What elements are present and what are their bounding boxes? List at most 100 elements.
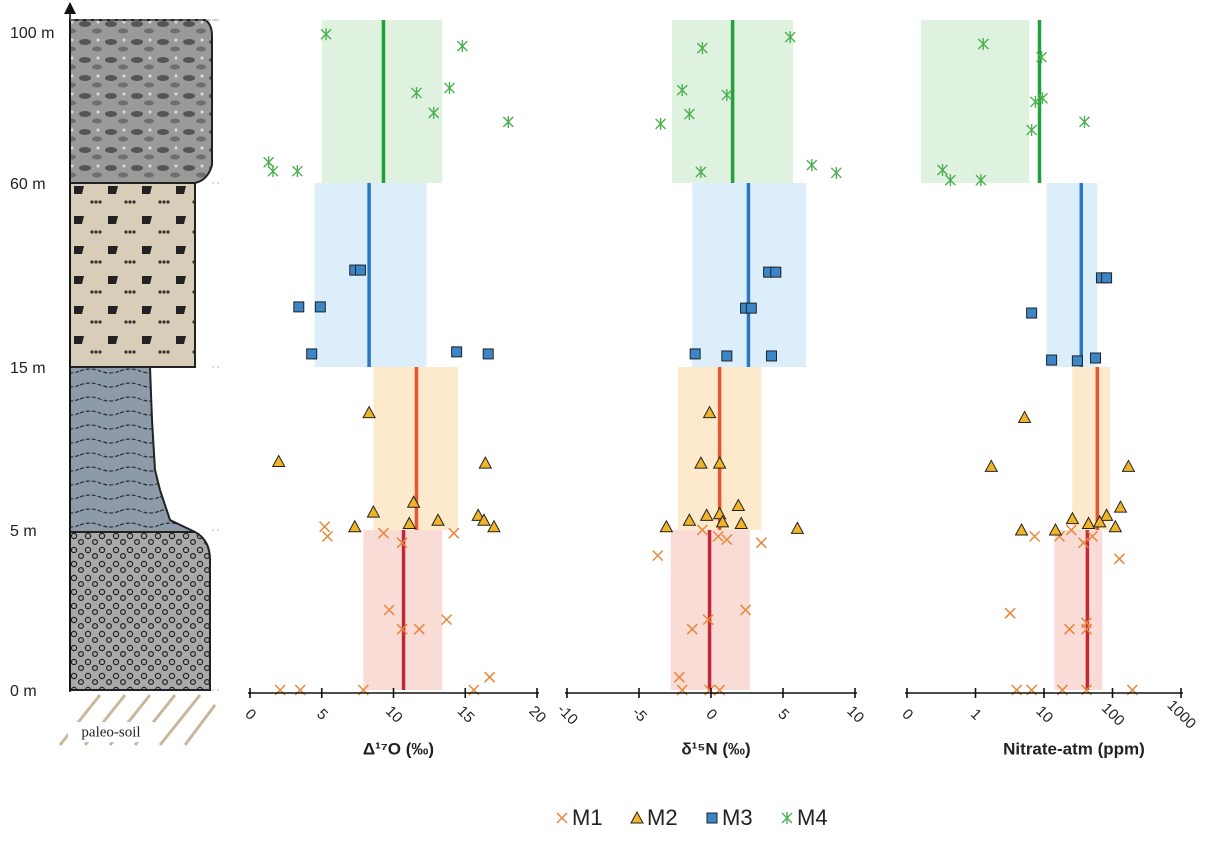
asterisk-marker xyxy=(443,82,455,95)
cross-marker xyxy=(755,537,767,549)
triangle-marker xyxy=(630,810,644,824)
square-marker xyxy=(1071,355,1083,367)
x-tick-label: 1 xyxy=(967,706,985,724)
triangle-marker xyxy=(487,519,501,533)
x-tick-label: 0 xyxy=(898,706,916,724)
triangle-marker xyxy=(984,459,999,472)
range-box xyxy=(920,20,1030,183)
cross-marker xyxy=(448,527,460,539)
cross-marker xyxy=(1078,537,1090,549)
cross-marker xyxy=(1004,607,1016,619)
asterisk-marker xyxy=(502,115,514,128)
asterisk-marker xyxy=(781,812,793,824)
square-marker xyxy=(1046,354,1058,366)
x-tick-label: 0 xyxy=(702,706,720,724)
range-box xyxy=(1072,367,1111,530)
asterisk-marker xyxy=(676,84,688,97)
asterisk-marker xyxy=(1036,51,1048,64)
asterisk-marker xyxy=(456,40,468,53)
triangle-marker xyxy=(366,505,381,518)
triangle-marker xyxy=(1092,514,1107,528)
asterisk-marker xyxy=(655,117,667,130)
triangle-marker xyxy=(715,514,730,528)
x-tick-label: -5 xyxy=(629,704,650,725)
cross-marker xyxy=(377,527,389,539)
cross-marker xyxy=(1113,553,1125,565)
legend-label: M3 xyxy=(722,805,753,830)
y-tick-label: 100 m xyxy=(10,25,54,42)
triangle-marker xyxy=(1014,522,1029,536)
triangle-marker xyxy=(712,456,727,469)
triangle-marker xyxy=(1048,522,1063,536)
triangle-marker xyxy=(702,405,717,419)
triangle-marker xyxy=(1121,459,1136,472)
x-tick-label: 100 xyxy=(1098,700,1128,730)
x-tick-label: 10 xyxy=(1032,703,1056,727)
asterisk-marker xyxy=(695,165,707,178)
asterisk-marker xyxy=(784,31,796,44)
cross-marker xyxy=(686,623,698,635)
square-marker xyxy=(1026,307,1038,319)
x-tick-label: 10 xyxy=(382,703,406,727)
y-tick-label: 60 m xyxy=(10,176,46,193)
asterisk-marker xyxy=(806,159,818,172)
asterisk-marker xyxy=(977,38,989,51)
triangle-marker xyxy=(1017,410,1032,424)
cross-marker xyxy=(673,671,685,683)
cross-marker xyxy=(413,623,425,635)
asterisk-marker xyxy=(291,165,303,178)
asterisk-marker xyxy=(410,86,422,99)
square-marker xyxy=(721,350,733,362)
asterisk-marker xyxy=(683,108,695,121)
cross-marker xyxy=(652,550,664,562)
x-tick-label: 1000 xyxy=(1164,697,1200,733)
square-marker xyxy=(306,348,318,360)
triangle-marker xyxy=(271,454,286,468)
x-axis-label: δ¹⁵N (‰) xyxy=(681,739,750,758)
asterisk-marker xyxy=(1036,92,1048,105)
x-tick-label: 5 xyxy=(313,706,331,724)
triangle-marker xyxy=(734,516,749,529)
triangle-marker xyxy=(478,456,493,469)
square-marker xyxy=(293,301,305,313)
asterisk-marker xyxy=(1026,124,1038,137)
cross-marker xyxy=(396,623,408,635)
triangle-marker xyxy=(1108,519,1123,533)
range-box xyxy=(1054,530,1103,690)
asterisk-marker xyxy=(696,42,708,55)
cross-marker xyxy=(1065,524,1077,536)
x-tick-label: 10 xyxy=(843,703,867,727)
x-tick-label: 0 xyxy=(241,706,259,724)
legend-label: M1 xyxy=(572,805,603,830)
cross-marker xyxy=(1064,623,1076,635)
base-label: paleo-soil xyxy=(81,724,140,740)
legend-label: M4 xyxy=(797,805,828,830)
y-tick-label: 15 m xyxy=(10,360,46,377)
cross-marker xyxy=(702,614,714,626)
triangle-marker xyxy=(731,498,746,512)
cross-marker xyxy=(740,604,752,616)
cross-marker xyxy=(721,534,733,546)
range-box xyxy=(1046,183,1098,367)
triangle-marker xyxy=(402,516,417,529)
square-marker xyxy=(765,350,777,362)
triangle-marker xyxy=(699,508,714,521)
cross-marker xyxy=(484,671,496,683)
cross-marker xyxy=(556,812,568,824)
cross-marker xyxy=(383,604,395,616)
x-tick-label: 5 xyxy=(774,706,792,724)
square-marker xyxy=(314,301,326,313)
asterisk-marker xyxy=(1078,115,1090,128)
legend: M1 M2 M3 M4 xyxy=(556,805,828,830)
square-marker xyxy=(689,348,701,360)
square-marker xyxy=(745,302,757,314)
asterisk-marker xyxy=(428,106,440,119)
cross-marker xyxy=(1080,617,1093,629)
asterisk-marker xyxy=(320,28,332,41)
cross-marker xyxy=(712,530,724,542)
square-marker xyxy=(482,348,494,360)
x-tick-label: -10 xyxy=(554,701,581,728)
triangle-marker xyxy=(362,405,376,419)
asterisk-marker xyxy=(975,174,987,187)
triangle-marker xyxy=(471,508,486,521)
